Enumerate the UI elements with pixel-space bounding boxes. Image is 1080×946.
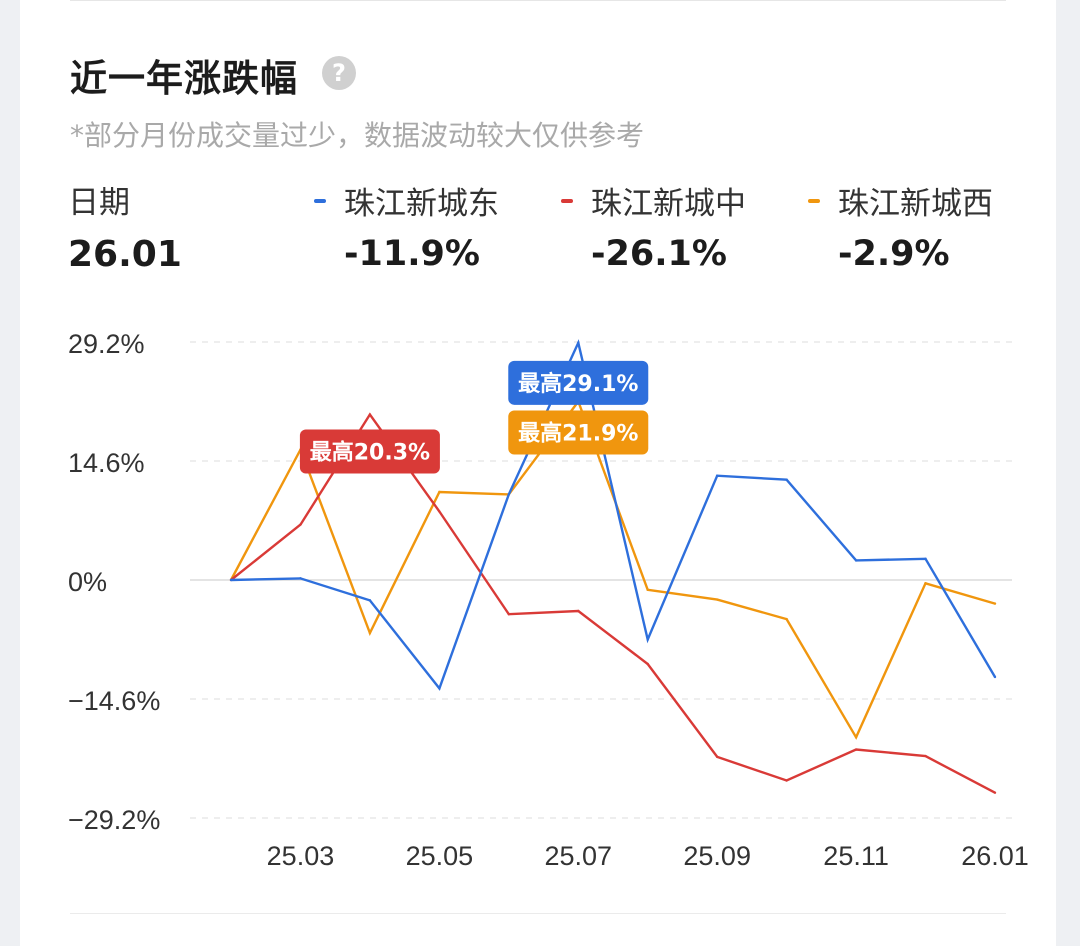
annotation-label: 最高29.1% — [518, 371, 638, 397]
data-point — [646, 662, 649, 666]
legend-name-east: 珠江新城东 — [344, 186, 499, 222]
data-point — [507, 613, 511, 616]
data-point — [993, 791, 997, 794]
data-point — [854, 559, 858, 562]
data-point — [646, 638, 649, 641]
annotation-label: 最高21.9% — [518, 421, 638, 447]
legend-value-east: -11.9% — [344, 234, 480, 274]
legend-name-west: 珠江新城西 — [838, 186, 993, 222]
question-icon[interactable]: ? — [322, 56, 356, 90]
x-tick-label: 25.09 — [683, 841, 751, 871]
legend-name-center: 珠江新城中 — [591, 186, 746, 222]
annotation-badge — [508, 410, 649, 455]
legend-swatch-center — [561, 199, 573, 203]
data-point — [577, 609, 580, 613]
legend-swatch-west — [808, 199, 820, 203]
y-tick-label: 0% — [68, 567, 107, 597]
date-value: 26.01 — [68, 234, 182, 275]
date-label: 日期 — [68, 185, 130, 221]
data-point — [646, 588, 649, 591]
x-tick-label: 25.11 — [823, 841, 889, 871]
data-point — [368, 631, 372, 635]
top-divider — [70, 0, 1006, 1]
annotation-badge — [508, 360, 649, 405]
legend-value-west: -2.9% — [838, 234, 950, 274]
data-point — [854, 736, 858, 739]
data-point — [715, 474, 719, 477]
data-point — [368, 599, 372, 602]
data-point — [299, 577, 302, 580]
data-point — [438, 510, 441, 513]
page-title: 近一年涨跌幅 — [70, 57, 298, 100]
data-point — [368, 413, 372, 416]
data-point — [715, 598, 719, 601]
data-point — [785, 478, 788, 481]
annotation-label: 最高20.3% — [310, 440, 430, 466]
data-point — [507, 493, 511, 496]
data-point — [993, 675, 997, 679]
data-point — [924, 557, 927, 561]
series-line — [230, 339, 997, 691]
data-point — [229, 578, 233, 582]
annotation-badge — [299, 429, 440, 474]
x-tick-label: 25.07 — [544, 841, 612, 871]
x-tick-label: 25.05 — [406, 841, 474, 871]
data-note: *部分月份成交量过少，数据波动较大仅供参考 — [70, 119, 645, 152]
data-point — [924, 582, 927, 585]
data-point — [785, 779, 788, 782]
data-point — [438, 490, 441, 494]
bottom-divider — [70, 913, 1006, 914]
data-point — [438, 687, 441, 690]
y-tick-label: 29.2% — [68, 329, 145, 359]
data-point — [785, 617, 788, 621]
x-tick-label: 26.01 — [961, 841, 1029, 871]
data-point — [993, 602, 997, 605]
data-point — [299, 523, 302, 526]
data-point — [715, 755, 719, 759]
chart-card: 近一年涨跌幅 ? *部分月份成交量过少，数据波动较大仅供参考 日期 26.01 … — [20, 0, 1056, 946]
data-point — [854, 748, 858, 751]
data-point — [577, 341, 580, 345]
line-chart[interactable]: 29.2% 14.6% 0% −14.6% −29.2% 25.03 25.05 25.07 2… — [20, 0, 1056, 946]
legend-swatch-east — [314, 199, 326, 203]
legend-value-center: -26.1% — [591, 234, 727, 274]
data-point — [924, 754, 927, 758]
x-tick-label: 25.03 — [267, 841, 335, 871]
y-tick-label: 14.6% — [68, 448, 145, 478]
y-tick-label: −14.6% — [68, 686, 160, 716]
y-tick-label: −29.2% — [68, 805, 160, 835]
